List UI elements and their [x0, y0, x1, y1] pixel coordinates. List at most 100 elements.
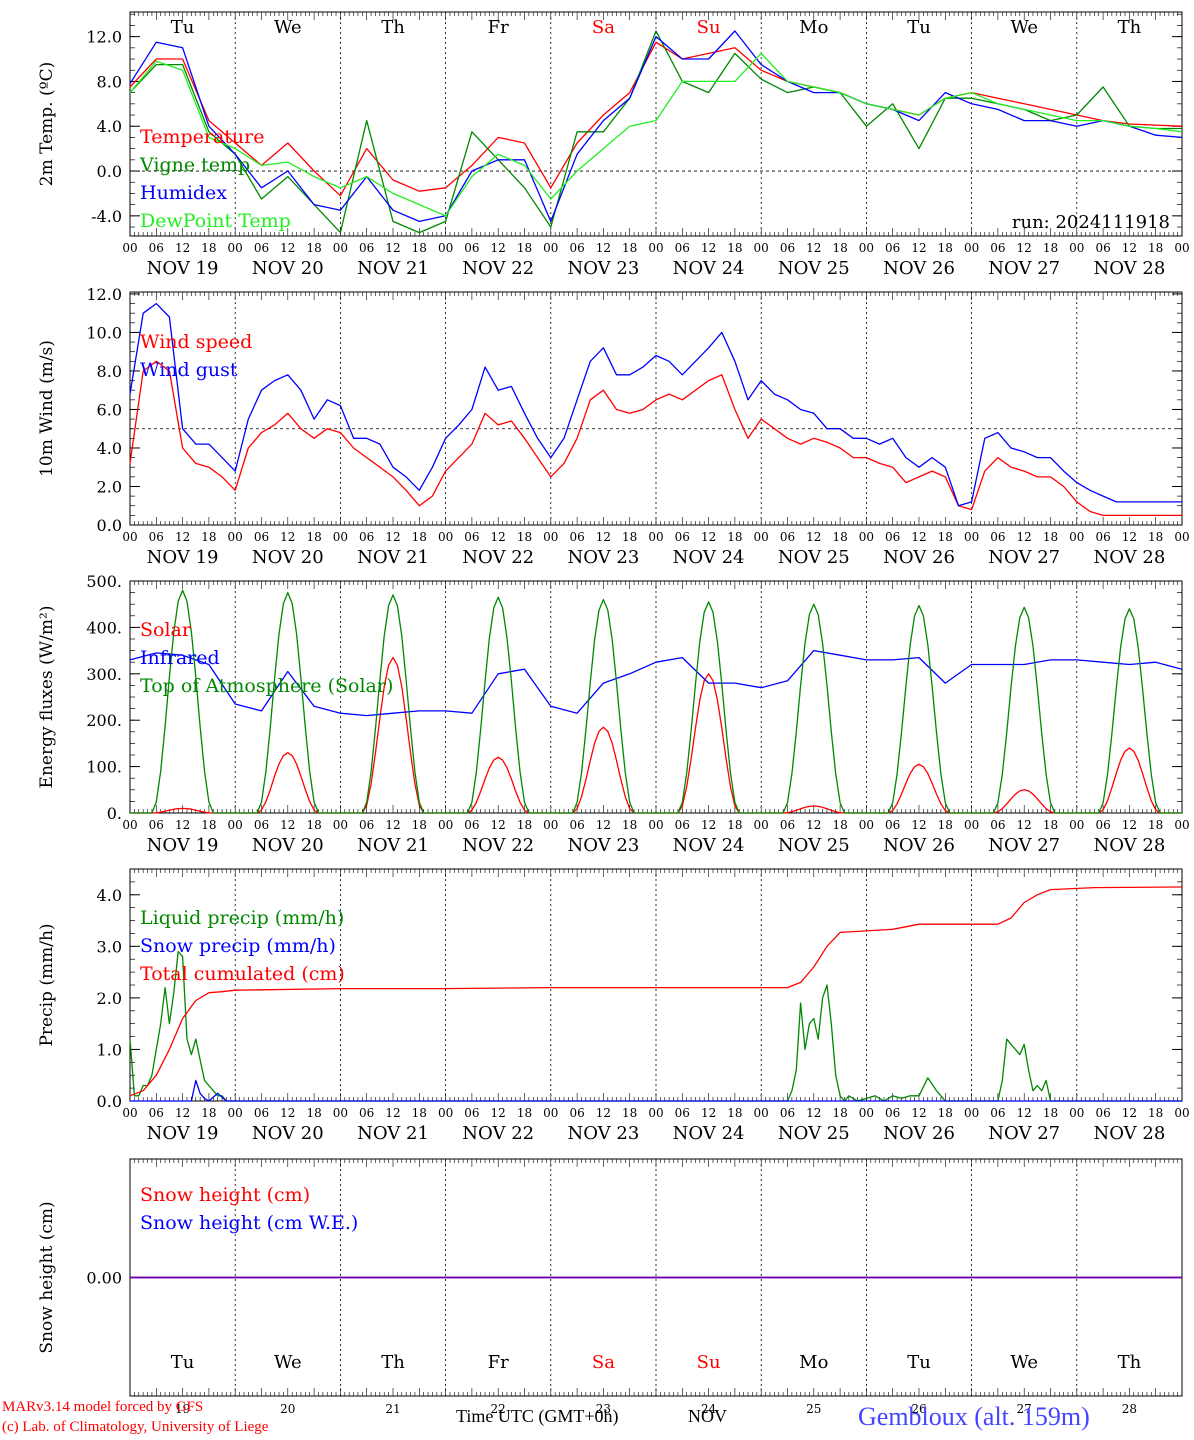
hour-tick-label: 06	[464, 241, 479, 255]
day-of-week-label: Mo	[799, 1352, 828, 1373]
temp-series-dewpoint-temp-line	[129, 52, 1183, 217]
date-label: NOV 28	[1093, 835, 1165, 856]
hour-tick-label: 12	[1017, 530, 1032, 544]
hour-tick-label: 00	[1069, 1106, 1084, 1120]
hour-tick-label: 12	[491, 241, 506, 255]
hour-tick-label: 12	[1017, 241, 1032, 255]
wind-ytick-label: 6.0	[97, 400, 122, 419]
day-of-week-label: We	[1010, 17, 1038, 38]
hour-tick-label: 00	[648, 241, 663, 255]
hour-tick-label: 18	[727, 1106, 742, 1120]
hour-tick-label: 06	[359, 1106, 374, 1120]
hour-tick-label: 00	[964, 530, 979, 544]
date-label: NOV 21	[357, 1123, 429, 1144]
hour-tick-label: 12	[175, 241, 190, 255]
hour-tick-label: 18	[517, 530, 532, 544]
energy-ytick-label: 0.	[107, 804, 122, 823]
date-label: NOV 20	[252, 547, 324, 568]
day-of-week-label: Tu	[907, 1352, 931, 1373]
day-of-week-label: Su	[697, 17, 721, 38]
temp-ylabel: 2m Temp. (ºC)	[37, 62, 57, 187]
date-label: NOV 25	[778, 835, 850, 856]
hour-tick-label: 12	[1122, 818, 1137, 832]
hour-tick-label: 00	[1069, 241, 1084, 255]
hour-tick-label: 12	[911, 530, 926, 544]
energy-legend-entry: Infrared	[140, 647, 220, 669]
hour-tick-label: 00	[438, 818, 453, 832]
energy-legend-entry: Top of Atmosphere (Solar)	[140, 675, 393, 697]
hour-tick-label: 00	[648, 530, 663, 544]
temp-legend-entry: Vigne temp	[139, 154, 250, 176]
date-label: NOV 28	[1093, 547, 1165, 568]
date-label: NOV 22	[462, 258, 534, 279]
hour-tick-label: 06	[359, 241, 374, 255]
hour-tick-label: 18	[306, 530, 321, 544]
hour-tick-label: 00	[543, 241, 558, 255]
temp-ytick-label: 12.0	[86, 28, 122, 47]
wind-ylabel: 10m Wind (m/s)	[37, 340, 57, 477]
hour-tick-label: 06	[569, 530, 584, 544]
date-label: NOV 20	[252, 258, 324, 279]
hour-tick-label: 18	[201, 818, 216, 832]
energy-series-infrared-line	[129, 649, 1183, 717]
hour-tick-label: 06	[780, 818, 795, 832]
hour-tick-label: 00	[122, 1106, 137, 1120]
hour-tick-label: 18	[412, 241, 427, 255]
precip-ytick-label: 3.0	[97, 937, 122, 956]
hour-tick-label: 00	[228, 241, 243, 255]
date-label: NOV 28	[1093, 258, 1165, 279]
hour-tick-label: 00	[122, 818, 137, 832]
temp-legend-entry: Temperature	[140, 126, 264, 148]
run-label: run: 2024111918	[1012, 212, 1170, 233]
precip-ylabel: Precip (mm/h)	[37, 923, 57, 1046]
date-label: NOV 22	[462, 835, 534, 856]
temp-legend-entry: Humidex	[140, 182, 227, 204]
hour-tick-label: 06	[254, 818, 269, 832]
hour-tick-label: 06	[464, 530, 479, 544]
day-of-week-label: We	[274, 17, 302, 38]
energy-ytick-label: 400.	[86, 618, 122, 637]
energy-ytick-label: 300.	[86, 665, 122, 684]
hour-tick-label: 06	[885, 818, 900, 832]
day-number-label: 23	[596, 1402, 611, 1416]
precip-series-total-cumulated-cm-line	[129, 886, 1183, 1097]
snow-ytick-label: 0.00	[86, 1269, 122, 1288]
hour-tick-label: 00	[754, 1106, 769, 1120]
date-label: NOV 19	[147, 1123, 219, 1144]
hour-tick-label: 12	[385, 818, 400, 832]
hour-tick-label: 00	[122, 241, 137, 255]
date-label: NOV 27	[988, 547, 1060, 568]
hour-tick-label: 00	[859, 530, 874, 544]
hour-tick-label: 00	[543, 530, 558, 544]
hour-tick-label: 12	[1017, 1106, 1032, 1120]
day-of-week-label: Tu	[171, 1352, 195, 1373]
hour-tick-label: 06	[990, 241, 1005, 255]
hour-tick-label: 00	[1069, 530, 1084, 544]
hour-tick-label: 00	[648, 818, 663, 832]
hour-tick-label: 18	[1148, 1106, 1163, 1120]
date-label: NOV 23	[567, 835, 639, 856]
precip-series-liquid-precip-mm-h-line	[129, 950, 1182, 1102]
hour-tick-label: 18	[1148, 241, 1163, 255]
day-of-week-label: We	[1010, 1352, 1038, 1373]
hour-tick-label: 12	[385, 1106, 400, 1120]
hour-tick-label: 12	[911, 241, 926, 255]
hour-tick-label: 12	[806, 241, 821, 255]
day-of-week-label: Tu	[907, 17, 931, 38]
hour-tick-label: 18	[1148, 530, 1163, 544]
hour-tick-label: 00	[438, 241, 453, 255]
hour-tick-label: 06	[675, 818, 690, 832]
hour-tick-label: 00	[754, 241, 769, 255]
energy-ylabel: Energy fluxes (W/m²)	[37, 606, 57, 789]
day-of-week-label: Th	[381, 17, 405, 38]
hour-tick-label: 18	[622, 241, 637, 255]
date-label: NOV 24	[673, 1123, 745, 1144]
hour-tick-label: 06	[675, 530, 690, 544]
date-label: NOV 25	[778, 547, 850, 568]
hour-tick-label: 00	[859, 241, 874, 255]
wind-ytick-label: 4.0	[97, 439, 122, 458]
hour-tick-label: 06	[254, 241, 269, 255]
hour-tick-label: 18	[1043, 1106, 1058, 1120]
day-number-label: 22	[491, 1402, 506, 1416]
